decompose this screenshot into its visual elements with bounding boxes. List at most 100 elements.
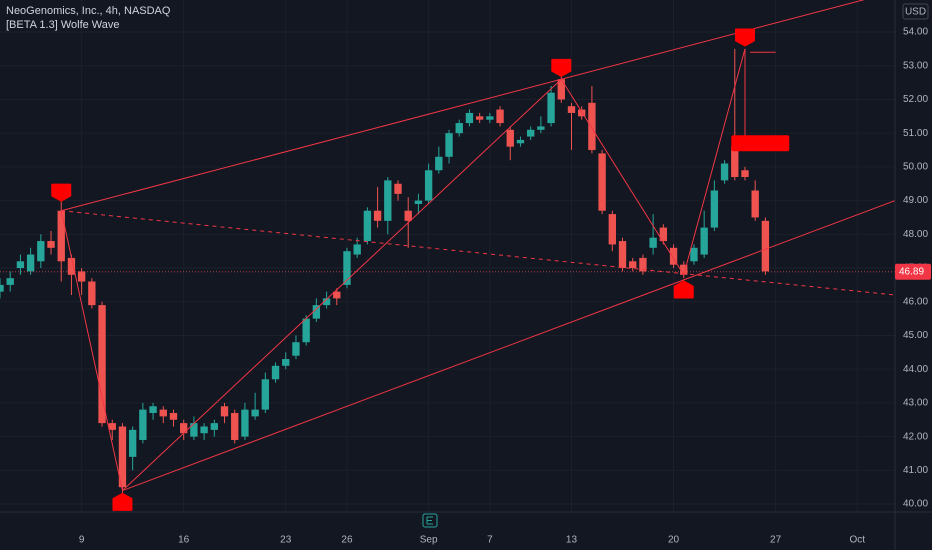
y-tick-label: 44.00 [903, 364, 928, 375]
earnings-icon[interactable] [422, 513, 438, 528]
candle-body [649, 237, 657, 248]
candle-body [159, 409, 167, 417]
candle-body [57, 210, 65, 262]
candle-body [220, 406, 229, 417]
x-tick-label: 7 [487, 535, 493, 546]
x-tick-label: Sep [420, 535, 438, 546]
candle-body [210, 423, 218, 430]
y-tick-label: 49.00 [903, 195, 928, 206]
indicator-name: [BETA 1.3] Wolfe Wave [6, 19, 120, 31]
x-tick-label: 9 [79, 535, 85, 546]
y-tick-label: 43.00 [903, 398, 928, 409]
candle-body [77, 271, 86, 282]
candle-body [394, 183, 402, 194]
candle-body [47, 241, 55, 248]
candle-body [751, 190, 759, 218]
chart-title: NeoGenomics, Inc., 4h, NASDAQ [6, 5, 171, 17]
pattern-line [60, 48, 746, 492]
candle-body [302, 318, 310, 343]
candle-body [312, 305, 321, 319]
candle-body [557, 79, 565, 100]
y-tick-label: 41.00 [903, 465, 928, 476]
y-tick-label: 51.00 [903, 128, 928, 139]
y-tick-label: 54.00 [903, 27, 928, 38]
candle-body [373, 210, 382, 221]
candle-body [292, 342, 300, 356]
candle-body [547, 92, 555, 124]
last-price-label: 46.89 [899, 266, 924, 277]
candle-body [639, 257, 647, 272]
candle-body [618, 241, 627, 269]
y-tick-label: 52.00 [903, 94, 928, 105]
plot-area [0, 0, 895, 511]
candle-body [98, 305, 106, 424]
candle-body [475, 116, 484, 120]
candle-body [343, 251, 351, 285]
candle-body [598, 153, 606, 211]
candle-body [578, 109, 586, 117]
candle-body [88, 281, 96, 306]
candle-body [6, 278, 14, 285]
candle-body [690, 247, 698, 262]
candle-body [190, 423, 198, 437]
x-tick-label: Oct [849, 535, 865, 546]
candle-body [445, 133, 453, 157]
y-tick-label: 53.00 [903, 60, 928, 71]
candle-body [108, 423, 116, 430]
currency-box[interactable] [902, 3, 929, 20]
candle-body [180, 423, 188, 434]
candle-body [200, 426, 208, 434]
candle-body [414, 200, 423, 204]
candle-body [128, 429, 137, 457]
y-tick-label: 45.00 [903, 330, 928, 341]
y-tick-label: 42.00 [903, 431, 928, 442]
candle-body [526, 129, 535, 137]
candle-body [363, 210, 372, 242]
axes: 40.0041.0042.0043.0044.0045.0046.0047.00… [79, 27, 931, 546]
pattern-line [61, 210, 895, 296]
candle-body [271, 365, 280, 380]
pattern-line [61, 0, 865, 212]
pattern-marker [112, 492, 133, 511]
pattern-marker [673, 280, 694, 299]
last-price-box [895, 263, 931, 280]
candle-body [455, 123, 463, 134]
candle-body [241, 409, 249, 437]
signal-box [731, 135, 790, 152]
candle-body [231, 413, 239, 440]
candle-body [149, 406, 157, 414]
candle-body [139, 409, 147, 440]
candle-body [506, 129, 514, 147]
y-tick-label: 48.00 [903, 229, 928, 240]
candle-body [486, 116, 494, 120]
candle-body [435, 156, 443, 171]
candle-body [741, 170, 749, 178]
candle-body [353, 244, 361, 255]
y-tick-label: 40.00 [903, 499, 928, 510]
candle-body [16, 261, 25, 269]
candle-body [720, 163, 729, 181]
candle-body [680, 264, 688, 275]
pattern-line [122, 200, 895, 492]
candle-body [710, 190, 719, 228]
candle-body [322, 298, 331, 306]
candle-body [26, 254, 35, 272]
candle-body [384, 180, 392, 221]
x-tick-label: 27 [770, 535, 782, 546]
candle-body [669, 247, 678, 265]
candle-body [537, 126, 545, 130]
x-tick-label: 20 [668, 535, 680, 546]
candle-body [659, 227, 668, 242]
candle-body [700, 227, 708, 255]
candle-body [731, 146, 739, 178]
candle-body [118, 426, 127, 488]
candle-body [261, 379, 270, 410]
x-tick-label: 26 [341, 535, 353, 546]
x-tick-label: 16 [178, 535, 190, 546]
candle-body [333, 291, 341, 299]
x-tick-label: 13 [566, 535, 578, 546]
x-tick-label: 23 [280, 535, 292, 546]
pattern-marker [551, 58, 572, 77]
